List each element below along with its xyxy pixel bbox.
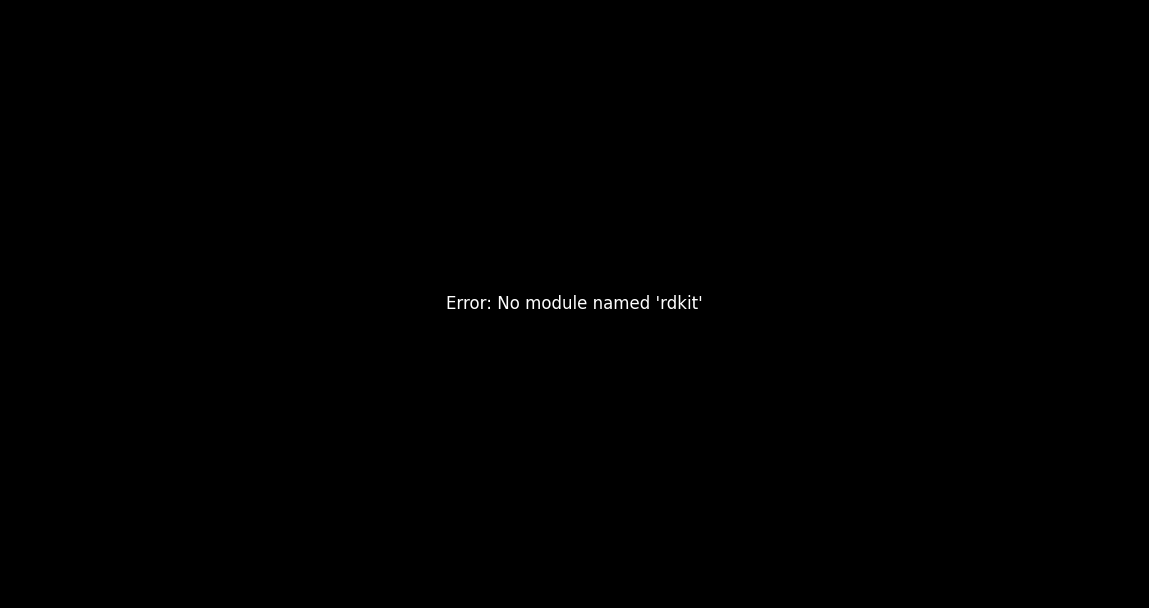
Text: Error: No module named 'rdkit': Error: No module named 'rdkit': [446, 295, 703, 313]
